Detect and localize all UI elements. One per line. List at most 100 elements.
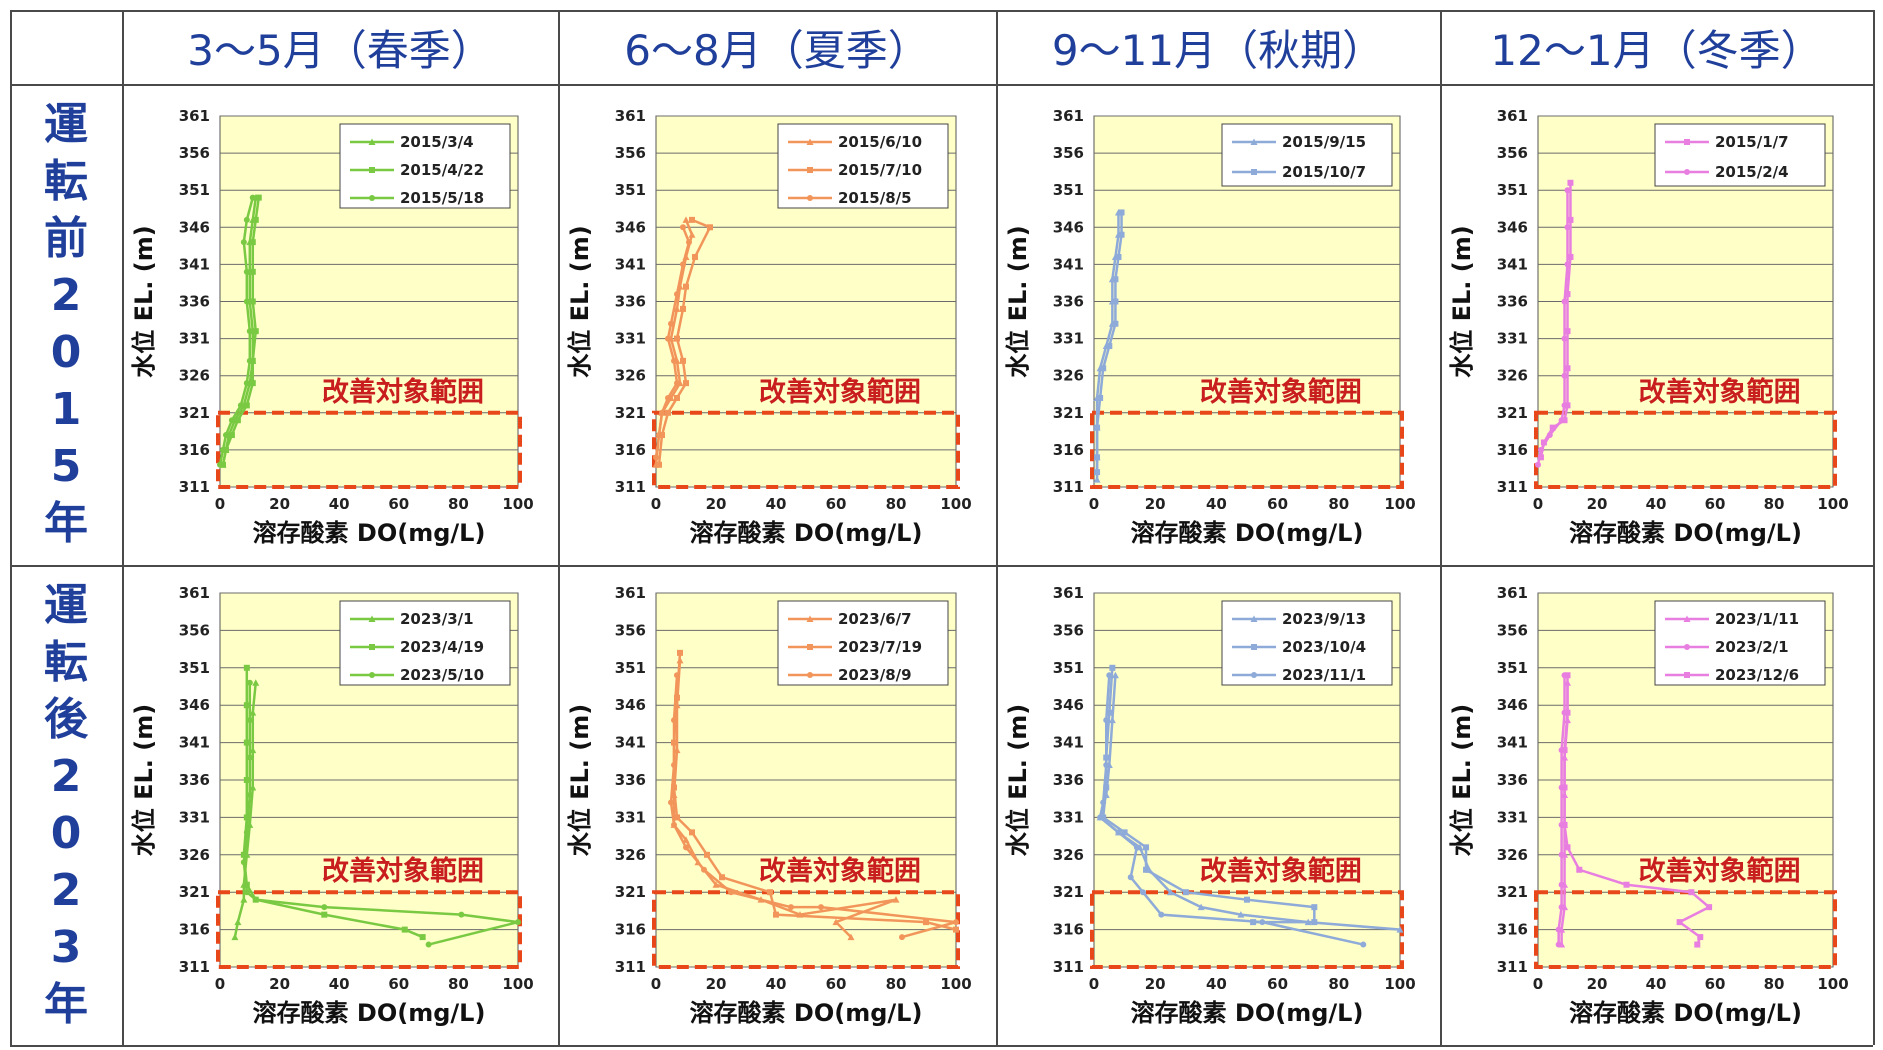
point-marker	[671, 357, 677, 364]
point-marker	[1561, 298, 1568, 305]
season-header: 12～1月（冬季）	[1490, 25, 1823, 75]
point-marker	[671, 821, 677, 828]
point-marker	[249, 268, 256, 275]
y-tick-label: 326	[1053, 367, 1084, 385]
y-tick-label: 316	[1497, 921, 1528, 939]
legend: 2015/9/15 2015/10/7	[1221, 123, 1393, 187]
y-tick-label: 361	[1053, 107, 1084, 125]
point-marker	[680, 224, 686, 231]
series-line	[1095, 212, 1123, 473]
point-marker	[1567, 253, 1574, 260]
y-tick-label: 336	[179, 771, 210, 789]
grid-vline	[996, 10, 998, 1045]
x-tick-label: 80	[886, 975, 907, 993]
x-tick-label: 40	[766, 975, 787, 993]
point-marker	[1561, 402, 1568, 409]
legend-entry: 2023/8/9	[838, 666, 912, 684]
point-marker	[1097, 814, 1104, 821]
target-range-label: 改善対象範囲	[1200, 376, 1362, 408]
point-marker	[1103, 717, 1110, 724]
point-marker	[243, 268, 250, 275]
point-marker	[1259, 919, 1266, 926]
point-marker	[1106, 343, 1113, 350]
x-tick-label: 0	[1089, 495, 1099, 513]
point-marker	[892, 896, 900, 903]
point-marker	[674, 814, 680, 821]
x-tick-label: 0	[651, 495, 661, 513]
x-tick-label: 80	[1328, 495, 1349, 513]
point-marker	[243, 664, 250, 671]
y-tick-label: 351	[1497, 659, 1528, 677]
target-range-box	[216, 890, 522, 970]
point-marker	[1139, 889, 1146, 896]
x-tick-label: 60	[1705, 975, 1726, 993]
y-tick-label: 346	[1497, 696, 1528, 714]
legend-entry: 2023/5/10	[400, 666, 484, 684]
y-tick-label: 326	[1497, 846, 1528, 864]
point-marker	[665, 335, 671, 342]
y-tick-label: 351	[615, 181, 646, 199]
point-marker	[1567, 216, 1574, 223]
x-tick-label: 40	[1206, 975, 1227, 993]
point-marker	[368, 615, 376, 622]
point-marker	[832, 918, 840, 926]
row-label-char: 3	[50, 921, 82, 973]
point-marker	[1555, 941, 1562, 948]
data-series	[653, 224, 692, 461]
y-tick-label: 321	[615, 404, 646, 422]
y-tick-label: 341	[179, 734, 210, 752]
point-marker	[1623, 881, 1630, 888]
point-marker	[1561, 747, 1568, 754]
row-label-char: 年	[44, 978, 88, 1030]
x-tick-label: 60	[826, 495, 847, 513]
row-label-char: 2	[50, 864, 82, 916]
row-label-char: 転	[44, 155, 88, 207]
x-tick-label: 0	[651, 975, 661, 993]
point-marker	[1143, 866, 1150, 873]
point-marker	[1706, 904, 1713, 911]
point-marker	[806, 615, 814, 622]
point-marker	[671, 762, 677, 769]
point-marker	[1109, 664, 1116, 671]
target-range-box	[1090, 890, 1404, 970]
series-line	[657, 218, 712, 465]
point-marker	[1561, 784, 1568, 791]
y-tick-label: 321	[1053, 404, 1084, 422]
data-series	[1094, 209, 1125, 476]
y-tick-label: 351	[179, 181, 210, 199]
y-tick-label: 331	[615, 808, 646, 826]
y-tick-label: 336	[179, 293, 210, 311]
x-tick-label: 80	[448, 975, 469, 993]
point-marker	[1115, 829, 1122, 836]
point-marker	[243, 702, 250, 709]
x-axis-label: 溶存酸素 DO(mg/L)	[1569, 519, 1802, 547]
x-tick-label: 20	[1587, 495, 1608, 513]
x-tick-label: 100	[1817, 975, 1848, 993]
point-marker	[1158, 911, 1165, 918]
y-tick-label: 346	[179, 218, 210, 236]
y-tick-label: 341	[179, 255, 210, 273]
point-marker	[228, 417, 235, 424]
y-tick-label: 311	[1053, 958, 1084, 976]
row-label-char: 転	[44, 636, 88, 688]
x-axis-label: 溶存酸素 DO(mg/L)	[1131, 999, 1364, 1027]
y-tick-label: 341	[1497, 734, 1528, 752]
data-series	[668, 672, 959, 941]
point-marker	[1567, 179, 1574, 186]
x-tick-label: 60	[388, 975, 409, 993]
y-tick-label: 331	[179, 808, 210, 826]
legend-entry: 2023/7/19	[838, 638, 922, 656]
grid-vline	[1873, 10, 1875, 1045]
point-marker	[243, 829, 250, 836]
legend-entry: 2023/11/1	[1282, 666, 1366, 684]
point-marker	[249, 298, 256, 305]
x-axis-label: 溶存酸素 DO(mg/L)	[1569, 999, 1802, 1027]
point-marker	[807, 644, 813, 650]
y-tick-label: 361	[1497, 584, 1528, 602]
legend: 2023/1/11 2023/2/1 2023/12/6	[1654, 600, 1826, 686]
y-tick-label: 326	[615, 846, 646, 864]
point-marker	[252, 896, 259, 903]
grid-vline	[122, 10, 124, 1045]
legend-entry: 2015/6/10	[838, 133, 922, 151]
y-tick-label: 341	[1497, 255, 1528, 273]
